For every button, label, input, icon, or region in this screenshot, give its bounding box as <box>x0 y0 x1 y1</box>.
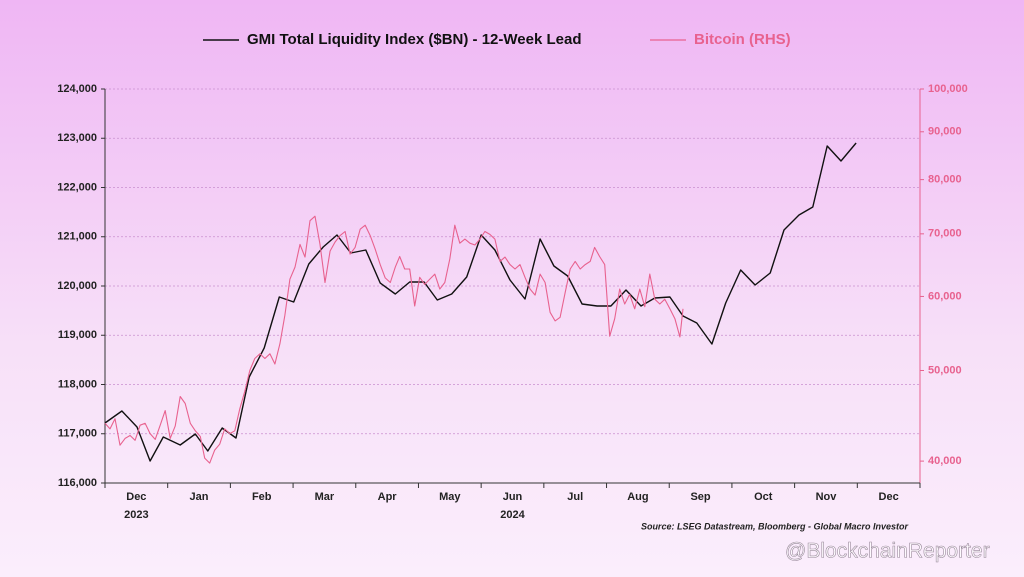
watermark: @BlockchainReporter <box>785 540 990 563</box>
y-tick-label: 118,000 <box>58 378 97 390</box>
y2-tick-label: 50,000 <box>928 364 962 376</box>
x-tick-label: Jan <box>190 491 209 503</box>
x-tick-label: Sep <box>690 491 710 503</box>
y-tick-label: 123,000 <box>57 132 97 144</box>
x-tick-label: Feb <box>252 491 272 503</box>
y2-tick-label: 100,000 <box>928 83 968 95</box>
x-year-label: 2023 <box>124 509 148 521</box>
y-tick-label: 119,000 <box>58 329 97 341</box>
x-year-label: 2024 <box>500 509 525 521</box>
y2-tick-label: 70,000 <box>928 228 962 240</box>
y-tick-label: 124,000 <box>57 83 97 95</box>
y2-tick-label: 60,000 <box>928 290 962 302</box>
x-tick-label: Mar <box>315 491 335 503</box>
x-tick-label: May <box>439 491 461 503</box>
y2-tick-label: 40,000 <box>928 455 962 467</box>
x-tick-label: Oct <box>754 491 773 503</box>
y-tick-label: 120,000 <box>57 280 97 292</box>
y-tick-label: 121,000 <box>57 231 97 243</box>
legend-label: GMI Total Liquidity Index ($BN) - 12-Wee… <box>247 31 581 48</box>
x-tick-label: Jun <box>503 491 523 503</box>
x-tick-label: Dec <box>879 491 899 503</box>
source: Source: LSEG Datastream, Bloomberg - Glo… <box>641 521 909 531</box>
series-line <box>104 215 684 464</box>
legend-label: Bitcoin (RHS) <box>694 31 791 48</box>
y-tick-label: 117,000 <box>58 428 97 440</box>
x-tick-label: Dec <box>126 491 146 503</box>
x-tick-label: Aug <box>627 491 648 503</box>
y2-tick-label: 90,000 <box>928 126 962 138</box>
series-line <box>104 142 857 462</box>
y-tick-label: 122,000 <box>57 181 97 193</box>
x-tick-label: Apr <box>378 491 398 503</box>
x-tick-label: Nov <box>816 491 838 503</box>
y-tick-label: 116,000 <box>58 477 97 489</box>
x-tick-label: Jul <box>567 491 583 503</box>
y2-tick-label: 80,000 <box>928 174 962 186</box>
